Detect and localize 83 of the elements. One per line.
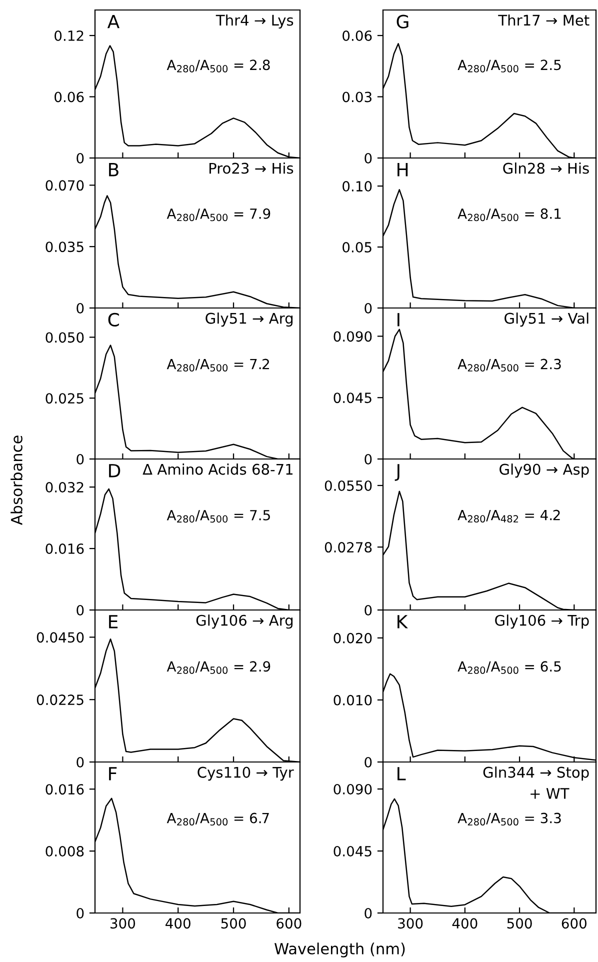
y-tick-label: 0 — [364, 908, 372, 918]
x-tick-label: 300 — [398, 918, 423, 929]
annotation: D — [109, 464, 120, 478]
y-tick-label: 0.10 — [342, 181, 372, 192]
y-tick-label: 0.05 — [342, 242, 372, 252]
annotation: A$_{280}$/A$_{500}$ = 3.3 — [458, 812, 561, 826]
y-tick-label: 0.090 — [334, 331, 372, 342]
x-tick-label: 300 — [110, 918, 136, 929]
annotation: Gln344 → Stop — [483, 766, 589, 781]
y-tick-label: 0.016 — [46, 784, 84, 795]
y-tick-label: 0 — [364, 302, 372, 314]
annotation: A$_{280}$/A$_{500}$ = 8.1 — [458, 208, 561, 222]
y-tick-label: 0 — [76, 302, 84, 314]
annotation: G — [396, 14, 408, 28]
y-tick-label: 0.090 — [334, 784, 372, 794]
y-tick-label: 0.016 — [46, 543, 84, 554]
y-tick-label: 0.020 — [334, 632, 372, 644]
annotation: A$_{280}$/A$_{500}$ = 6.7 — [166, 812, 269, 826]
annotation: A$_{280}$/A$_{500}$ = 6.5 — [458, 661, 561, 674]
annotation: A$_{280}$/A$_{500}$ = 2.3 — [458, 358, 561, 372]
annotation: Gly51 → Arg — [206, 312, 293, 327]
y-tick-label: 0 — [76, 756, 84, 768]
annotation: A — [107, 14, 120, 28]
y-tick-label: 0.045 — [334, 846, 372, 856]
annotation: Gly51 → Val — [504, 312, 588, 327]
y-tick-label: 0.010 — [334, 694, 372, 706]
y-tick-label: 0 — [76, 454, 84, 464]
x-axis-title: Wavelength (nm) — [274, 942, 405, 958]
y-tick-label: 0.12 — [54, 30, 84, 41]
y-axis-title: Absorbance — [10, 436, 22, 526]
annotation: Cys110 → Tyr — [198, 766, 294, 781]
annotation: Thr17 → Met — [498, 14, 590, 26]
y-tick-label: 0.06 — [54, 92, 84, 102]
annotation: Thr4 → Lys — [216, 14, 294, 29]
annotation: C — [108, 312, 119, 327]
annotation: H — [398, 163, 408, 176]
y-tick-label: 0.0450 — [36, 632, 84, 643]
y-tick-label: 0.050 — [46, 332, 84, 343]
y-tick-label: 0.06 — [342, 30, 372, 41]
y-tick-label: 0 — [364, 152, 372, 164]
annotation: A$_{280}$/A$_{500}$ = 7.5 — [166, 510, 270, 523]
annotation: A$_{280}$/A$_{482}$ = 4.2 — [458, 510, 560, 523]
y-tick-label: 0 — [76, 604, 84, 616]
annotation: A$_{280}$/A$_{500}$ = 2.5 — [458, 60, 561, 72]
y-tick-label: 0 — [364, 454, 372, 464]
y-tick-label: 0.0278 — [324, 542, 372, 553]
y-tick-label: 0 — [364, 604, 372, 616]
annotation: I — [398, 313, 400, 326]
annotation: K — [398, 615, 408, 628]
y-tick-label: 0.045 — [334, 392, 372, 404]
y-tick-label: 0 — [76, 908, 84, 918]
annotation: Pro23 → His — [209, 162, 294, 174]
annotation: Gly90 → Asp — [500, 464, 589, 478]
y-tick-label: 0 — [364, 756, 372, 768]
annotation: Δ Amino Acids 68-71 — [142, 464, 293, 475]
annotation: + WT — [530, 788, 570, 799]
y-tick-label: 0.025 — [46, 393, 84, 404]
annotation: B — [109, 163, 118, 176]
annotation: A$_{280}$/A$_{500}$ = 7.9 — [166, 208, 270, 222]
annotation: A$_{280}$/A$_{500}$ = 2.8 — [166, 60, 270, 72]
y-tick-label: 0.070 — [46, 180, 84, 191]
x-tick-label: 600 — [562, 918, 586, 929]
y-tick-label: 0.0550 — [324, 480, 372, 491]
x-tick-label: 500 — [507, 918, 532, 929]
annotation: F — [109, 767, 117, 780]
x-tick-label: 400 — [166, 918, 190, 929]
y-tick-label: 0 — [76, 152, 84, 164]
x-tick-label: 500 — [221, 918, 246, 929]
annotation: J — [394, 464, 400, 481]
y-tick-label: 0.032 — [46, 482, 84, 493]
annotation: L — [398, 767, 406, 780]
x-tick-label: 600 — [276, 918, 302, 929]
annotation: E — [109, 615, 118, 628]
annotation: Gln28 → His — [503, 162, 589, 174]
annotation: A$_{280}$/A$_{500}$ = 7.2 — [166, 358, 269, 372]
y-tick-label: 0.008 — [46, 846, 84, 857]
annotation: Gly106 → Trp — [495, 614, 589, 629]
y-tick-label: 0.035 — [46, 242, 84, 252]
annotation: A$_{280}$/A$_{500}$ = 2.9 — [166, 661, 270, 674]
x-tick-label: 400 — [452, 918, 478, 929]
annotation: Gly106 → Arg — [196, 614, 293, 629]
y-tick-label: 0.03 — [342, 92, 372, 102]
y-tick-label: 0.0225 — [36, 694, 84, 706]
